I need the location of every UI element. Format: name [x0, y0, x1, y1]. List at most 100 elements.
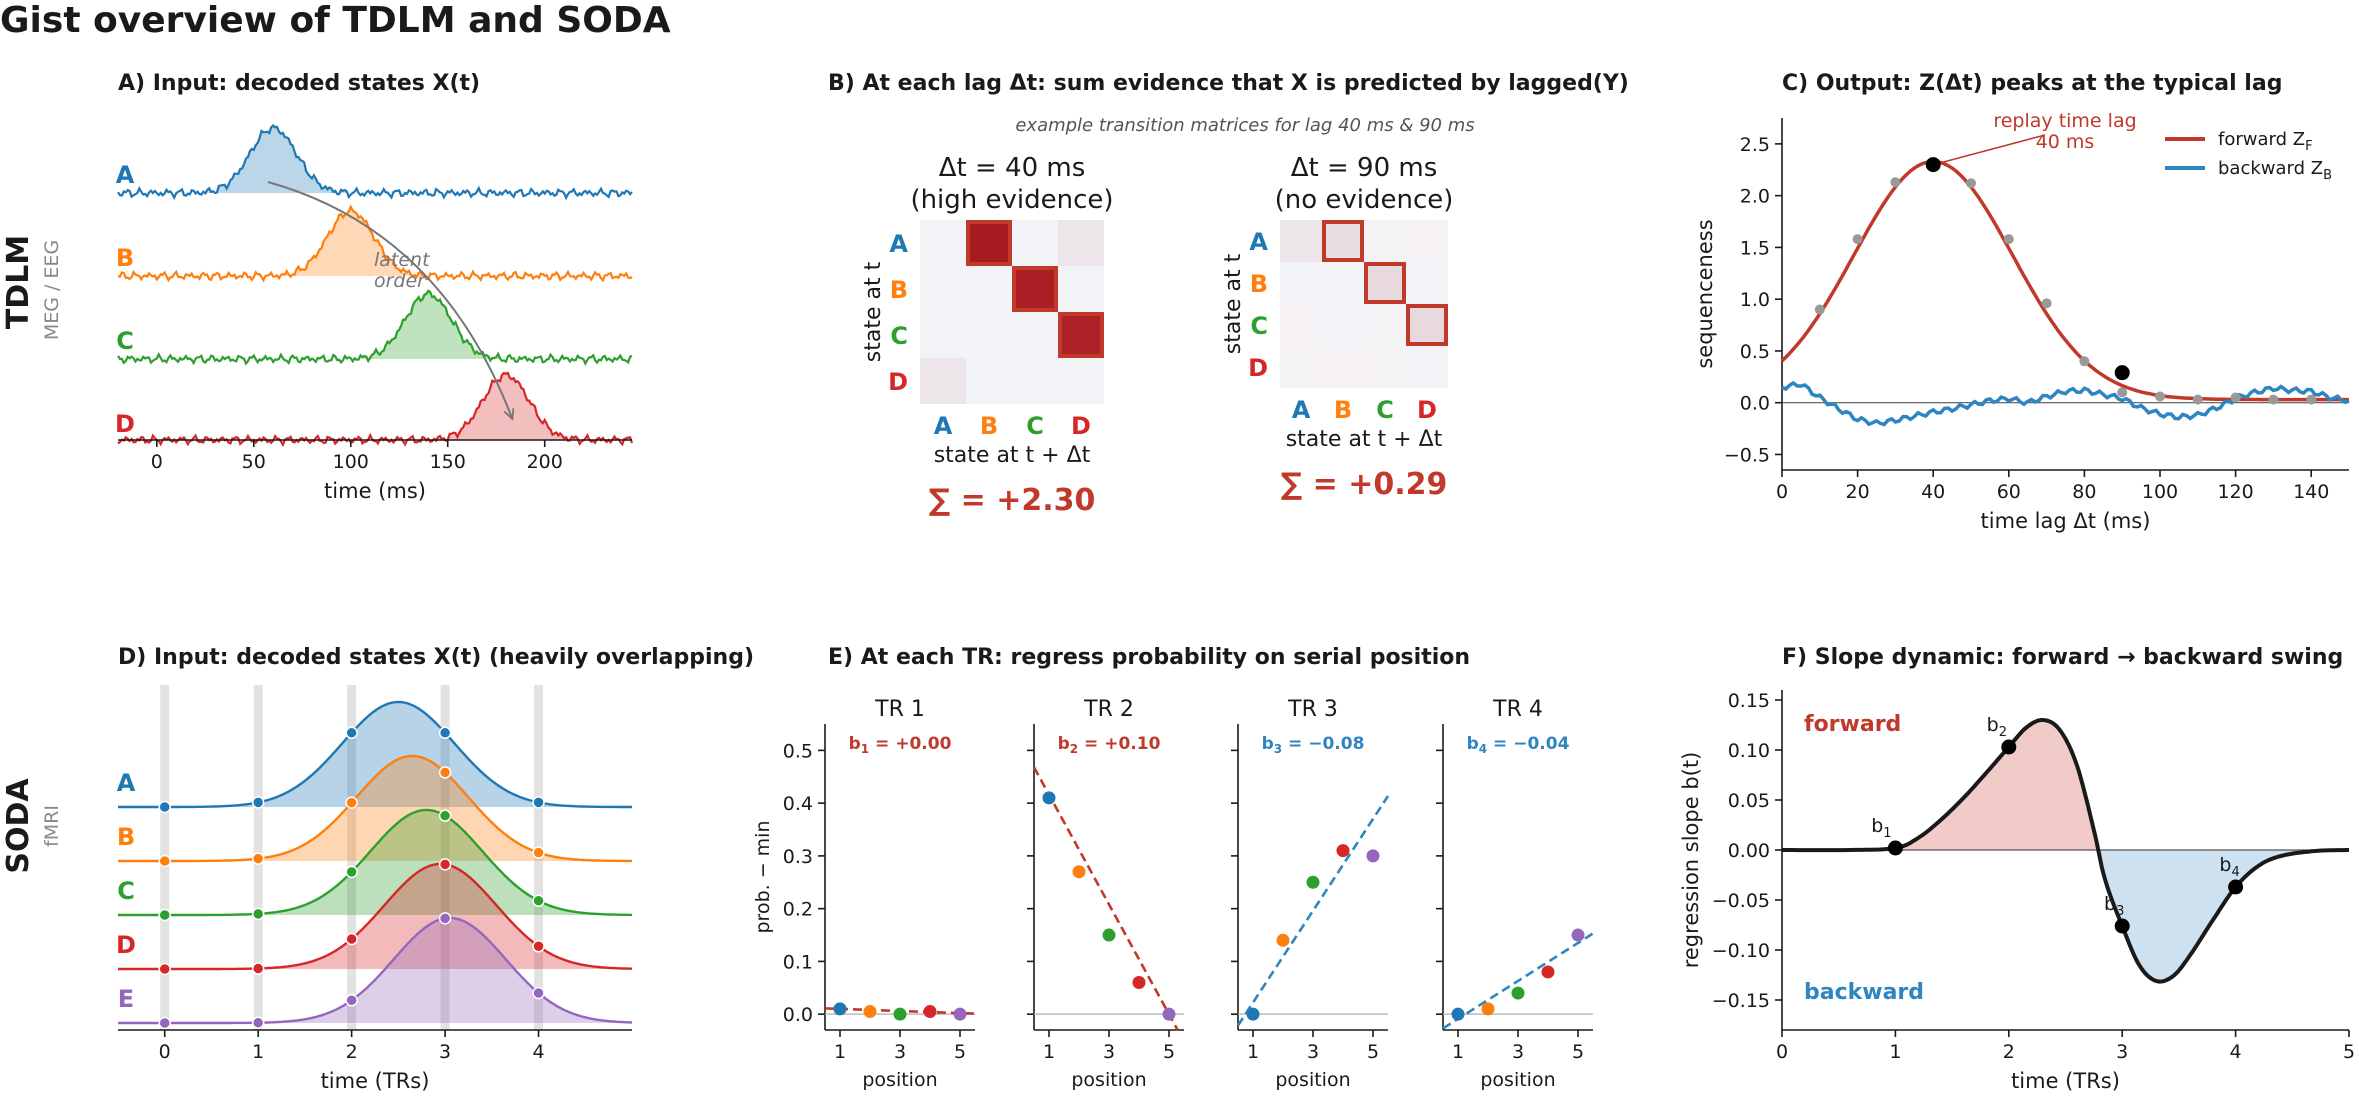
panel-d-sample-point	[532, 894, 545, 908]
panel-b-matrix-cell	[1280, 220, 1322, 262]
panel-f-point-label: b1	[1871, 815, 1891, 841]
panel-f-x-tick-label: 5	[2343, 1041, 2355, 1063]
panel-e-y-tick-label: 0.0	[783, 1004, 813, 1026]
panel-d-fill-B	[118, 756, 632, 861]
panel-f-marked-point	[2114, 918, 2130, 934]
panel-e-slope-label: b3 = −0.08	[1262, 734, 1365, 756]
panel-b-col-label: D	[1417, 396, 1437, 424]
panel-d-trace-D	[118, 862, 632, 971]
panel-e-subplot-title: TR 3	[1287, 697, 1338, 722]
panel-e-regression-line	[1236, 795, 1390, 1027]
panel-c-sample-point	[2003, 234, 2014, 245]
panel-c-y-tick-label: 1.5	[1740, 237, 1770, 259]
panel-d-sample-point	[158, 1016, 171, 1030]
panel-a-x-tick-label: 100	[333, 451, 369, 473]
panel-d-sample-point	[532, 940, 545, 953]
panel-e-data-point	[1481, 1002, 1495, 1016]
panel-e-x-label: position	[862, 1069, 937, 1091]
panel-f-backward-label: backward	[1804, 980, 1924, 1005]
panel-d-sample-point	[438, 726, 452, 740]
panel-a-trace-B	[117, 204, 633, 283]
panel-e-x-tick-label: 1	[1043, 1041, 1055, 1063]
panel-d-sample-point	[438, 766, 452, 779]
row-label-soda: SODA	[1, 778, 36, 874]
panel-c-highlight-point	[1925, 157, 1941, 173]
panel-c-x-tick-label: 100	[2142, 481, 2178, 503]
panel-e-data-point	[1336, 844, 1350, 858]
panel-b-matrix-cell	[966, 266, 1012, 312]
panel-d-sample-point	[345, 994, 358, 1007]
panel-f-x-tick-label: 0	[1776, 1041, 1788, 1063]
panel-f-y-tick-label: −0.15	[1712, 990, 1770, 1012]
panel-b-matrix-cell	[1012, 358, 1058, 404]
panel-d-sample-point	[158, 854, 171, 868]
panel-b-matrix-cell	[1364, 262, 1406, 304]
panel-b-highlight-box	[966, 220, 1012, 266]
panel-c-x-tick-label: 40	[1921, 481, 1945, 503]
panel-c-sample-point	[2117, 387, 2128, 398]
panel-b-highlight-box	[1364, 262, 1406, 304]
panel-a-fill-B	[277, 206, 425, 279]
panel-e-x-label: position	[1480, 1069, 1555, 1091]
panel-f-forward-label: forward	[1804, 712, 1901, 737]
panel-c-x-tick-label: 80	[2072, 481, 2096, 503]
panel-f-marked-point	[1887, 840, 1903, 856]
panel-c-sample-point	[1890, 177, 1901, 188]
panel-f-y-tick-label: 0.10	[1728, 740, 1770, 762]
panel-d-trace-B	[118, 754, 633, 863]
panel-e-data-point	[863, 1005, 877, 1019]
panel-f-y-tick-label: −0.05	[1712, 890, 1770, 912]
panel-e-x-tick-label: 5	[1163, 1041, 1175, 1063]
panel-e-data-point	[1102, 928, 1116, 942]
panel-c-sample-point	[1852, 234, 1863, 245]
panel-e-x-label: position	[1071, 1069, 1146, 1091]
panel-b-row-label: A	[1249, 228, 1268, 256]
panel-e-subplot-title: TR 4	[1492, 697, 1543, 722]
panel-c-sample-point	[2079, 356, 2090, 367]
panel-d-sample-point	[438, 912, 452, 925]
panel-e-x-tick-label: 3	[894, 1041, 906, 1063]
panel-f-y-tick-label: 0.05	[1728, 790, 1770, 812]
panel-b-sum-label: ∑ = +2.30	[929, 483, 1096, 518]
panel-c-sample-point	[2041, 298, 2052, 309]
panel-c-sample-point	[2155, 391, 2165, 402]
panel-d-sample-point	[438, 809, 452, 822]
panel-d-sample-point	[345, 796, 358, 809]
panel-c-x-tick-label: 60	[1997, 481, 2021, 503]
panel-f-y-tick-label: 0.00	[1728, 840, 1770, 862]
panel-c-forward-line	[1780, 159, 2349, 402]
panel-e-data-point	[1276, 933, 1290, 947]
panel-b-matrix-cell	[1012, 312, 1058, 358]
panel-d-fill-E	[118, 918, 632, 1023]
panel-e-data-point	[1571, 928, 1585, 942]
panel-b-matrix-cell	[1406, 220, 1448, 262]
panel-b-matrix-cell	[920, 266, 966, 312]
panel-c-x-tick-label: 140	[2293, 481, 2329, 503]
panel-c-highlight-point	[2114, 365, 2130, 381]
panel-b-highlight-box	[1012, 266, 1058, 312]
panel-e-data-point	[1366, 849, 1380, 863]
panel-b-row-label: C	[1250, 312, 1268, 340]
panel-f-y-label: regression slope b(t)	[1679, 752, 1703, 969]
panel-b-matrix-cell	[1322, 262, 1364, 304]
panel-e-y-tick-label: 0.3	[783, 846, 813, 868]
panel-e-slope-label: b4 = −0.04	[1467, 734, 1570, 756]
panel-a-order-arrow	[267, 181, 512, 418]
panel-b-highlight-box	[1322, 220, 1364, 262]
panel-f-x-tick-label: 2	[2003, 1041, 2015, 1063]
panel-e-data-point	[923, 1005, 937, 1019]
panel-a-annotation: order	[374, 270, 426, 292]
panel-b-matrix-cell	[1322, 220, 1364, 262]
panel-b-col-label: A	[934, 412, 953, 440]
panel-c-sample-point	[1966, 178, 1976, 189]
panel-e-data-point	[1306, 875, 1320, 889]
panel-d-sample-point	[438, 858, 452, 871]
panel-d-x-label: time (TRs)	[321, 1069, 430, 1093]
panel-b-matrix-cell	[1012, 220, 1058, 266]
panel-b-matrix-title: Δt = 40 ms	[939, 153, 1086, 183]
panel-d-sample-point	[345, 726, 358, 740]
panel-d-trace-E	[118, 916, 633, 1025]
panel-c-backward-line	[1781, 380, 2350, 427]
panel-f-backward-fill	[2097, 846, 2349, 982]
